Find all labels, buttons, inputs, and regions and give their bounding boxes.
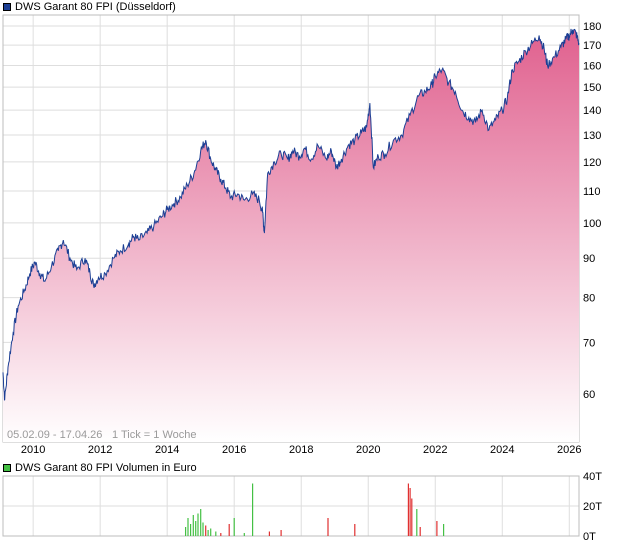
- price-y-tick-label: 70: [583, 337, 595, 349]
- volume-bar: [436, 521, 438, 536]
- volume-bar: [419, 527, 421, 536]
- volume-bar: [202, 522, 204, 536]
- volume-bar: [327, 518, 329, 536]
- price-y-tick-label: 130: [583, 130, 601, 142]
- volume-legend: DWS Garant 80 FPI Volumen in Euro: [3, 461, 197, 474]
- price-y-tick-label: 100: [583, 218, 601, 230]
- volume-bar: [195, 521, 197, 536]
- price-y-tick-label: 180: [583, 21, 601, 33]
- volume-bar: [190, 524, 192, 536]
- volume-bar: [215, 531, 217, 536]
- price-legend: DWS Garant 80 FPI (Düsseldorf): [3, 0, 176, 13]
- volume-bar: [409, 488, 411, 536]
- volume-bar: [416, 509, 418, 536]
- price-x-tick-label: 2018: [289, 444, 313, 456]
- volume-bar: [220, 533, 222, 536]
- volume-bar: [197, 513, 199, 536]
- price-y-tick-label: 110: [583, 186, 601, 198]
- price-x-tick-label: 2016: [222, 444, 246, 456]
- volume-bar: [187, 518, 189, 536]
- volume-bars: [185, 483, 445, 536]
- volume-bar: [205, 525, 207, 536]
- volume-bar: [280, 530, 282, 536]
- price-y-tick-label: 80: [583, 293, 595, 305]
- price-y-tick-label: 120: [583, 157, 601, 169]
- price-line: [2, 28, 580, 401]
- volume-y-axis: 0T 20T 40T: [583, 471, 602, 543]
- price-x-tick-label: 2020: [356, 444, 380, 456]
- price-legend-swatch: [3, 2, 11, 11]
- price-y-tick-label: 170: [583, 40, 601, 52]
- price-x-tick-label: 2010: [21, 444, 45, 456]
- volume-bar: [210, 528, 212, 536]
- footer-range-text: 05.02.09 - 17.04.26: [7, 429, 102, 441]
- volume-bar: [243, 533, 245, 536]
- volume-bar: [411, 498, 413, 536]
- volume-bar: [354, 524, 356, 536]
- price-y-tick-label: 90: [583, 253, 595, 265]
- volume-bar: [185, 527, 187, 536]
- price-x-tick-label: 2012: [88, 444, 112, 456]
- volume-bar: [443, 524, 445, 536]
- price-y-axis: 60 70 80 90 100 110 120 130 140 150 160 170 180: [583, 21, 601, 401]
- volume-y-tick-label: 40T: [583, 471, 602, 483]
- price-x-axis: 2010 2012 2014 2016 2018 2020 2022 2024 2026: [21, 444, 582, 456]
- price-y-tick-label: 160: [583, 60, 601, 72]
- volume-legend-swatch: [3, 463, 11, 472]
- volume-bar: [252, 483, 254, 536]
- volume-grid: [3, 475, 579, 537]
- volume-bar: [192, 515, 194, 536]
- volume-bar: [207, 530, 209, 536]
- price-y-tick-label: 140: [583, 105, 601, 117]
- volume-bar: [268, 531, 270, 536]
- price-y-tick-label: 150: [583, 82, 601, 94]
- volume-y-tick-label: 0T: [583, 531, 596, 543]
- price-x-tick-label: 2022: [423, 444, 447, 456]
- price-x-tick-label: 2024: [490, 444, 514, 456]
- volume-bar: [200, 509, 202, 536]
- volume-bar: [233, 518, 235, 536]
- volume-y-tick-label: 20T: [583, 501, 602, 513]
- volume-legend-label: DWS Garant 80 FPI Volumen in Euro: [15, 461, 197, 474]
- price-x-tick-label: 2026: [557, 444, 581, 456]
- price-x-tick-label: 2014: [155, 444, 179, 456]
- footer-tick-text: 1 Tick = 1 Woche: [112, 429, 196, 441]
- price-y-tick-label: 60: [583, 389, 595, 401]
- price-legend-label: DWS Garant 80 FPI (Düsseldorf): [15, 0, 176, 13]
- volume-plot-frame: [2, 475, 580, 537]
- volume-bar: [407, 483, 409, 536]
- price-area: [3, 28, 579, 443]
- volume-bar: [228, 524, 230, 536]
